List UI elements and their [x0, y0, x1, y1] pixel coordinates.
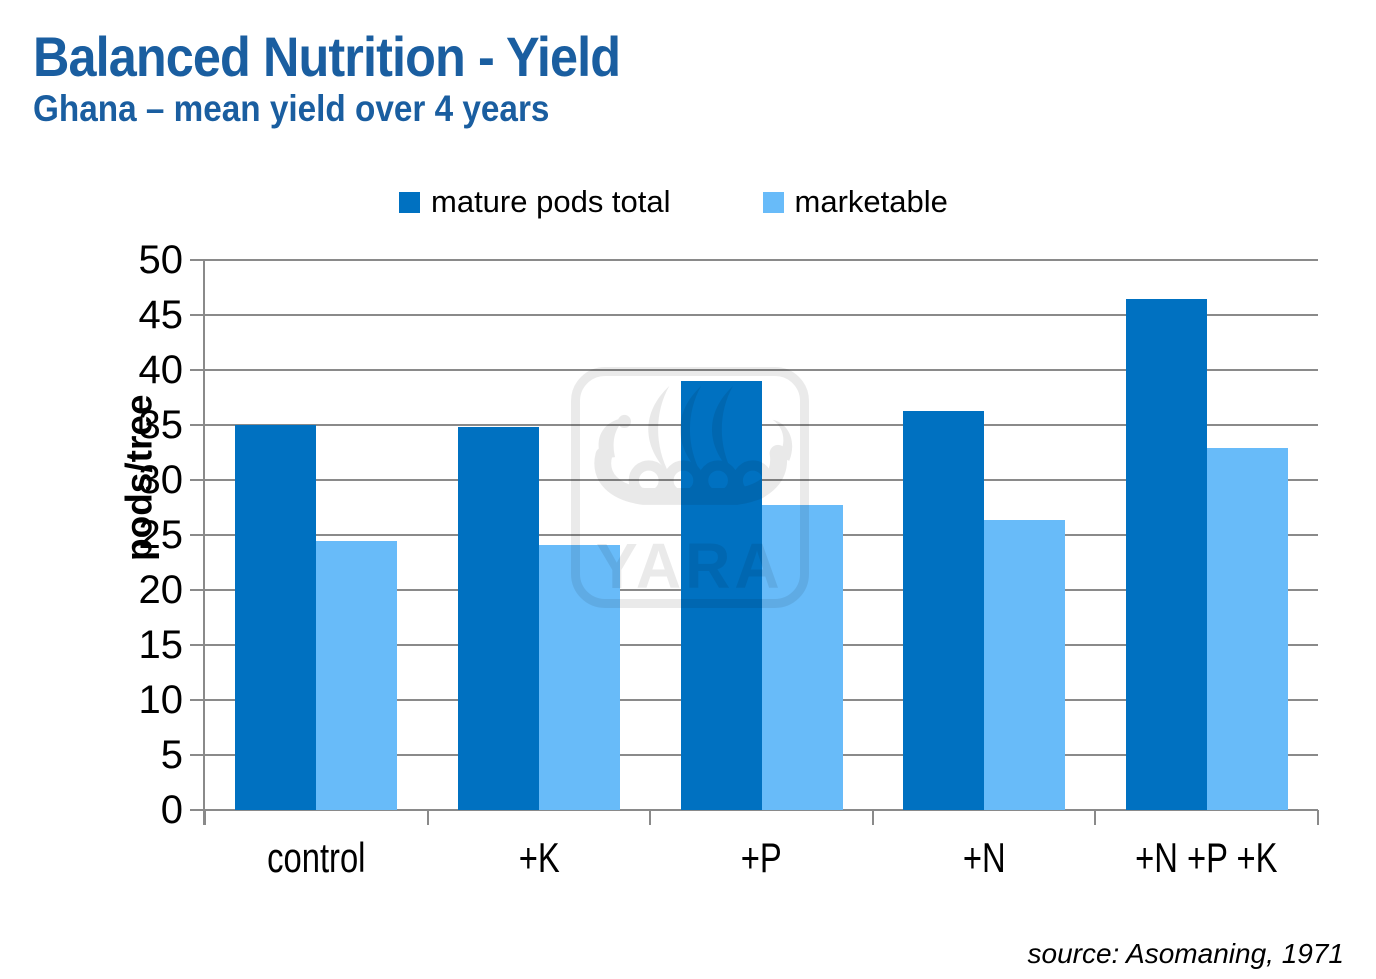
y-tick-label: 0: [160, 788, 183, 832]
x-axis-tick: [871, 810, 874, 825]
bar-mature-pods-total-+K: [457, 427, 539, 810]
y-tick-label: 15: [138, 623, 184, 667]
y-axis-tick: [190, 369, 205, 371]
x-axis-tick: [649, 810, 652, 825]
y-axis-tick: [190, 754, 205, 756]
y-tick-label: 10: [138, 678, 184, 722]
bar-marketable-+N: [984, 519, 1066, 810]
x-axis-line: [205, 809, 1318, 811]
chart-legend: mature pods total marketable: [399, 184, 948, 220]
bar-mature-pods-total-+N+P+K: [1125, 298, 1207, 810]
y-axis-tick: [190, 259, 205, 261]
y-tick-label: 5: [160, 733, 183, 777]
x-category-label: +N +P +K: [1135, 834, 1278, 881]
x-category-label: +N: [962, 834, 1006, 881]
y-axis-tick: [190, 589, 205, 591]
bar-marketable-+K: [538, 544, 620, 810]
legend-label: marketable: [794, 184, 948, 219]
gridline: [205, 259, 1318, 261]
y-axis-tick: [190, 699, 205, 701]
legend-label: mature pods total: [431, 184, 671, 219]
page-subtitle: Ghana – mean yield over 4 years: [33, 88, 550, 129]
x-axis-tick: [1317, 810, 1319, 825]
y-axis-line: [203, 260, 205, 825]
gridline: [205, 369, 1318, 371]
x-category-label: +P: [740, 834, 782, 881]
legend-item-mature-pods-total: mature pods total: [399, 184, 671, 220]
y-tick-label: 40: [138, 348, 184, 392]
y-axis-tick: [190, 534, 205, 536]
legend-item-marketable: marketable: [762, 184, 948, 220]
x-category-label: control: [267, 834, 366, 881]
y-tick-label: 25: [138, 513, 184, 557]
source-credit: source: Asomaning, 1971: [1027, 938, 1345, 969]
bar-marketable-control: [316, 540, 398, 810]
y-axis-tick: [190, 809, 205, 811]
gridline: [205, 424, 1318, 426]
bar-mature-pods-total-+P: [680, 381, 762, 810]
bar-mature-pods-total-control: [235, 425, 317, 810]
page-title: Balanced Nutrition - Yield: [33, 25, 621, 88]
y-axis-title: pods/tree: [118, 394, 160, 561]
x-axis-tick: [1094, 810, 1097, 825]
y-tick-label: 45: [138, 293, 184, 337]
x-axis-tick: [426, 810, 429, 825]
bar-marketable-+P: [761, 505, 843, 810]
x-category-label: +K: [518, 834, 560, 881]
y-tick-label: 30: [138, 458, 184, 502]
y-axis-tick: [190, 479, 205, 481]
y-tick-label: 35: [138, 403, 184, 447]
y-axis-tick: [190, 644, 205, 646]
y-axis-tick: [190, 314, 205, 316]
legend-swatch-icon: [762, 191, 784, 213]
gridline: [205, 479, 1318, 481]
bar-mature-pods-total-+N: [903, 410, 985, 810]
x-axis-tick: [204, 810, 206, 825]
y-axis-tick: [190, 424, 205, 426]
legend-swatch-icon: [399, 191, 420, 213]
y-tick-label: 50: [138, 238, 184, 282]
gridline: [205, 314, 1318, 316]
y-tick-label: 20: [138, 568, 184, 612]
bar-marketable-+N+P+K: [1206, 448, 1288, 810]
